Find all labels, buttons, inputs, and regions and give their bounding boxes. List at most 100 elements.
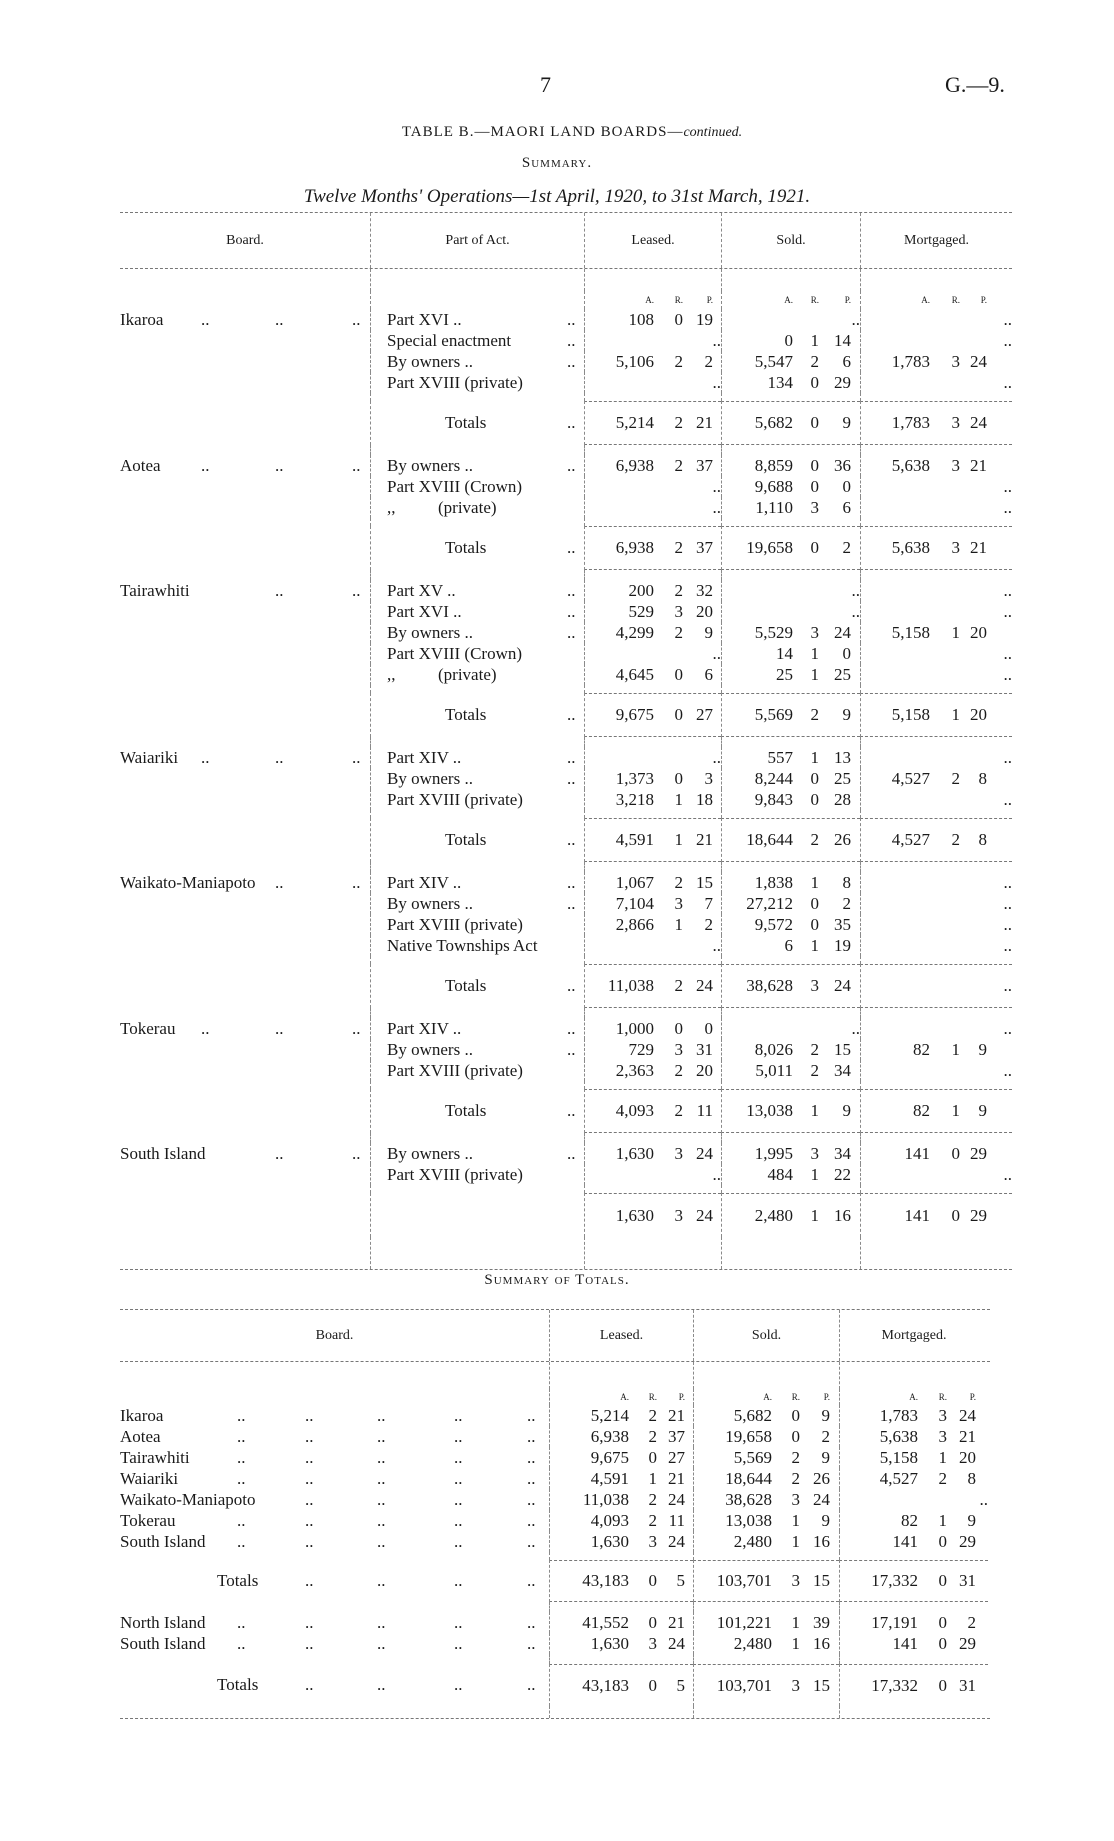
board-cell bbox=[120, 964, 370, 1008]
perches-value: 20 bbox=[696, 1060, 713, 1080]
board-cell bbox=[120, 351, 370, 372]
acres-value: 1,995 bbox=[754, 1143, 793, 1163]
roods-value: 0 bbox=[791, 1426, 801, 1446]
perches-value: 5 bbox=[676, 1571, 686, 1590]
mortgaged-value-cell: .. bbox=[860, 664, 1012, 685]
perches-value: 36 bbox=[834, 455, 851, 475]
roods-value: 3 bbox=[674, 601, 684, 621]
leased-value-cell: 2,866 1 2 bbox=[584, 914, 721, 935]
acres-value: 1,783 bbox=[879, 1405, 918, 1425]
column-spacer bbox=[584, 1008, 721, 1018]
leased-header-cell: Leased. bbox=[549, 1310, 693, 1361]
nil-value: .. bbox=[1003, 976, 1013, 995]
perches-value: 21 bbox=[696, 413, 713, 432]
table-row: Part XVI .... 529 3 20.... bbox=[120, 601, 1012, 622]
part-of-act: Part XVIII (private) bbox=[387, 373, 523, 392]
column-spacer bbox=[721, 956, 860, 964]
unit-p: P. bbox=[706, 295, 713, 305]
roods-value: 2 bbox=[648, 1510, 658, 1530]
dot-leader: .. bbox=[305, 1634, 314, 1653]
acres-value: 9,675 bbox=[590, 1447, 629, 1467]
nil-value: .. bbox=[1003, 309, 1013, 329]
board-name: Aotea bbox=[120, 1427, 161, 1446]
board-cell bbox=[120, 291, 370, 309]
sold-header-cell: Sold. bbox=[693, 1310, 839, 1361]
acres-value: 41,552 bbox=[582, 1612, 629, 1632]
part-cell bbox=[370, 1237, 584, 1269]
roods-value: 1 bbox=[810, 935, 820, 955]
acres-value: 729 bbox=[628, 1039, 655, 1059]
spacer bbox=[120, 570, 1012, 580]
part-of-act: Part XIV .. bbox=[387, 873, 462, 892]
column-spacer bbox=[860, 810, 1012, 818]
nil-value: .. bbox=[851, 1018, 861, 1038]
nil-value: .. bbox=[1003, 747, 1013, 767]
spacer bbox=[120, 269, 1012, 291]
nil-value: .. bbox=[712, 935, 722, 955]
dot-leader: .. bbox=[305, 1532, 314, 1551]
dot-leader: .. bbox=[377, 1634, 386, 1653]
roods-value: 0 bbox=[810, 789, 820, 809]
board-cell bbox=[120, 1237, 370, 1269]
spacer bbox=[120, 1237, 1012, 1270]
sold-value-cell: 5,682 0 9 bbox=[721, 401, 860, 445]
dot-leader: .. bbox=[567, 830, 576, 849]
column-spacer bbox=[693, 1654, 839, 1664]
sold-value-cell: 38,628 3 24 bbox=[721, 964, 860, 1008]
dot-leader: .. bbox=[527, 1490, 536, 1509]
leased-value-cell: 1,067 2 15 bbox=[584, 872, 721, 893]
roods-value: 2 bbox=[951, 768, 961, 788]
column-spacer bbox=[721, 1081, 860, 1089]
roods-value: 3 bbox=[791, 1489, 801, 1509]
dot-leader: .. bbox=[237, 1634, 246, 1653]
part-cell: By owners .... bbox=[370, 622, 584, 643]
table-row: Tokerau.......... 4,093 2 11 13,038 1 9 82 1 9 bbox=[120, 1510, 990, 1531]
perches-value: 21 bbox=[668, 1612, 685, 1632]
leased-value-cell: 4,299 2 9 bbox=[584, 622, 721, 643]
perches-value: 26 bbox=[834, 830, 851, 849]
leased-value-cell: .. bbox=[584, 1164, 721, 1185]
part-cell bbox=[370, 1193, 584, 1237]
perches-value: 3 bbox=[704, 768, 714, 788]
board-cell: Waikato-Maniapoto........ bbox=[120, 1489, 549, 1510]
leased-value-cell: 43,183 0 5 bbox=[549, 1664, 693, 1706]
column-spacer bbox=[584, 269, 721, 291]
title-suffix: continued. bbox=[683, 125, 743, 140]
acres-value: 13,038 bbox=[746, 1101, 793, 1120]
part-cell: Part XVI .... bbox=[370, 309, 584, 330]
leased-value-cell: 4,093 2 11 bbox=[549, 1510, 693, 1531]
leased-value-cell: 9,675 0 27 bbox=[584, 693, 721, 737]
leased-value-cell: 2,363 2 20 bbox=[584, 1060, 721, 1081]
roods-value: 1 bbox=[938, 1510, 948, 1530]
board-cell: Totals........ bbox=[120, 1664, 549, 1706]
column-spacer bbox=[549, 1362, 693, 1389]
dot-leader: .. bbox=[352, 748, 361, 767]
mortgaged-value-cell: .. bbox=[860, 580, 1012, 601]
acres-value: 103,701 bbox=[716, 1675, 772, 1695]
perches-value: 34 bbox=[834, 1060, 851, 1080]
roods-value: 0 bbox=[810, 768, 820, 788]
dot-leader: .. bbox=[454, 1532, 463, 1551]
acres-value: 82 bbox=[913, 1039, 930, 1059]
roods-value: 2 bbox=[674, 976, 684, 995]
acres-value: 108 bbox=[628, 309, 655, 329]
dot-leader: .. bbox=[201, 456, 210, 475]
column-spacer bbox=[860, 1133, 1012, 1143]
totals-label: Totals bbox=[445, 1101, 487, 1120]
dot-leader: .. bbox=[237, 1613, 246, 1632]
sold-value-cell: 2,480 1 16 bbox=[693, 1531, 839, 1552]
roods-value: 3 bbox=[791, 1675, 801, 1695]
board-cell bbox=[120, 1362, 549, 1389]
sold-units: A. R. P. bbox=[693, 1389, 839, 1405]
nil-value: .. bbox=[1003, 601, 1013, 621]
dot-leader: .. bbox=[567, 581, 576, 600]
roods-value: 1 bbox=[938, 1447, 948, 1467]
perches-value: 9 bbox=[821, 1510, 831, 1530]
acres-value: 5,158 bbox=[891, 622, 930, 642]
board-cell bbox=[120, 1060, 370, 1081]
roods-value: 2 bbox=[951, 830, 961, 849]
mortgaged-value-cell: .. bbox=[860, 893, 1012, 914]
part-cell: Part XIV .... bbox=[370, 872, 584, 893]
dot-leader: .. bbox=[527, 1406, 536, 1425]
sold-value-cell: 101,221 1 39 bbox=[693, 1612, 839, 1633]
